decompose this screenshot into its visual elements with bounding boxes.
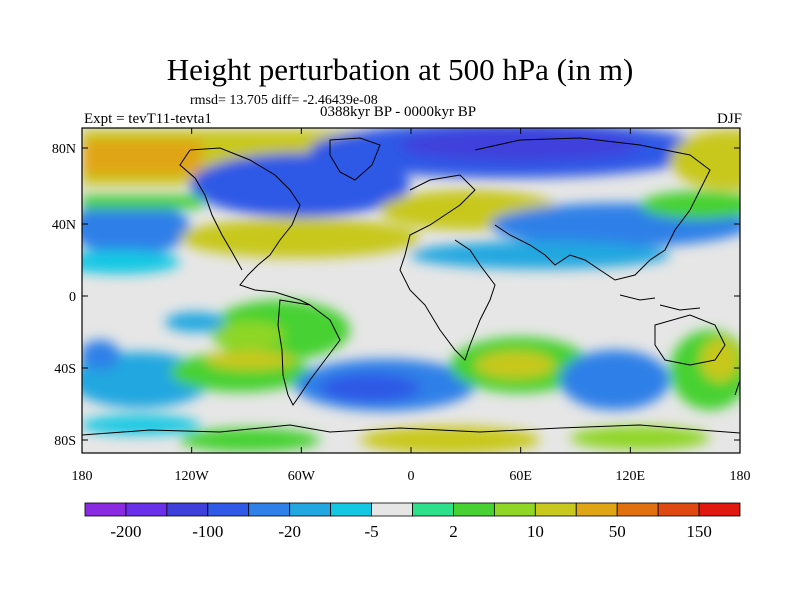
- colorbar-label: -100: [192, 522, 223, 541]
- colorbar-label: -20: [278, 522, 301, 541]
- map-title: Height perturbation at 500 hPa (in m): [166, 52, 634, 87]
- colorbar-swatch: [330, 502, 372, 517]
- lat-tick-label: 40N: [52, 218, 76, 233]
- rmsd-label: rmsd= 13.705 diff= -2.46439e-08: [190, 93, 378, 108]
- colorbar-label: 2: [449, 522, 458, 541]
- colorbar-swatch: [166, 502, 209, 517]
- colorbar-swatch: [289, 502, 332, 517]
- lat-tick-label: 0: [69, 290, 76, 305]
- lat-tick-label: 40S: [54, 362, 76, 377]
- lon-tick-label: 180: [730, 469, 751, 484]
- contour-field: [82, 128, 740, 453]
- colorbar-swatch: [84, 502, 127, 517]
- colorbar-swatch: [453, 502, 495, 517]
- colorbar-label: 10: [527, 522, 544, 541]
- colorbar-label: -200: [110, 522, 141, 541]
- colorbar-label: 50: [609, 522, 626, 541]
- lon-tick-label: 60W: [288, 469, 316, 484]
- colorbar-swatch: [575, 502, 618, 517]
- colorbar-swatch: [371, 502, 413, 517]
- experiment-label: Expt = tevT11-tevta1: [84, 111, 212, 127]
- colorbar-label: -5: [364, 522, 378, 541]
- lon-tick-label: 120W: [175, 469, 210, 484]
- colorbar-swatch: [534, 502, 577, 517]
- colorbar-swatch: [125, 502, 168, 517]
- lat-tick-label: 80N: [52, 142, 76, 157]
- season-label: DJF: [716, 111, 742, 127]
- latitude-axis: 80N 40N 0 40S 80S: [52, 142, 740, 449]
- lon-tick-label: 0: [408, 469, 415, 484]
- lon-tick-label: 120E: [616, 469, 646, 484]
- colorbar-swatch: [698, 502, 741, 517]
- colorbar-swatch: [657, 502, 700, 517]
- colorbar-label: 150: [686, 522, 712, 541]
- colorbar-swatch: [412, 502, 454, 517]
- colorbar-swatch: [207, 502, 250, 517]
- colorbar-swatch: [248, 502, 291, 517]
- period-label: 0388kyr BP - 0000kyr BP: [320, 104, 477, 120]
- coastlines: [82, 137, 740, 436]
- lat-tick-label: 80S: [54, 434, 76, 449]
- longitude-axis: 180 120W 60W 0 60E 120E 180: [72, 128, 751, 484]
- lon-tick-label: 60E: [509, 469, 532, 484]
- colorbar-swatch: [616, 502, 659, 517]
- colorbar-swatch: [493, 502, 536, 517]
- lon-tick-label: 180: [72, 469, 93, 484]
